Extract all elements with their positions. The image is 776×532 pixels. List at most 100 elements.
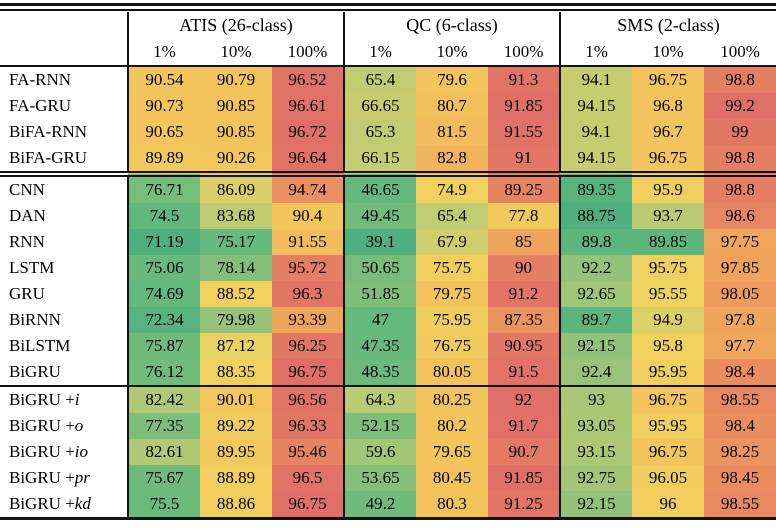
heatmap-cell: 95.46	[272, 439, 345, 465]
heatmap-cell: 88.86	[200, 491, 272, 519]
model-name: BiGRU +io	[0, 439, 128, 465]
heatmap-cell: 47.35	[343, 333, 417, 359]
heatmap-cell: 89.85	[632, 229, 705, 255]
model-name: GRU	[0, 281, 128, 307]
model-name: BiGRU +pr	[0, 465, 128, 491]
heatmap-cell: 77.8	[488, 203, 561, 229]
heatmap-cell: 90.85	[200, 93, 272, 119]
heatmap-cell: 95.75	[632, 255, 705, 281]
model-name: FA-RNN	[0, 66, 128, 93]
table-row: CNN 76.71 86.09 94.74 46.65 74.9 89.25 89.35 95.…	[0, 171, 776, 203]
top-rule-thin	[0, 9, 776, 11]
heatmap-cell: 92.2	[559, 255, 633, 281]
table-row: BiGRU +pr 75.67 88.89 96.5 53.65 80.45 91.85 92…	[0, 465, 776, 491]
heatmap-cell: 67.9	[416, 229, 489, 255]
results-table: ATIS (26-class) QC (6-class) SMS (2-clas…	[0, 12, 776, 520]
heatmap-cell: 65.3	[343, 119, 417, 145]
model-name: RNN	[0, 229, 128, 255]
table-row: BiGRU 76.12 88.35 96.75 48.35 80.05 91.5 92.4 95…	[0, 359, 776, 386]
subheader-sms-100: 100%	[704, 39, 776, 67]
heatmap-cell: 90.01	[200, 385, 272, 413]
heatmap-cell: 76.12	[127, 359, 200, 386]
heatmap-cell: 96.75	[632, 385, 705, 413]
subheader-atis-1: 1%	[127, 39, 200, 67]
subheader-sms-10: 10%	[632, 39, 705, 67]
model-name: LSTM	[0, 255, 128, 281]
heatmap-cell: 91.55	[272, 229, 345, 255]
heatmap-cell: 92.75	[559, 465, 633, 491]
table-row: BiRNN 72.34 79.98 93.39 47 75.95 87.35 89.7 94.9…	[0, 307, 776, 333]
heatmap-cell: 75.87	[127, 333, 200, 359]
model-name: BiFA-GRU	[0, 145, 128, 174]
heatmap-cell: 98.8	[704, 171, 776, 203]
heatmap-cell: 49.45	[343, 203, 417, 229]
table-row: BiGRU +o 77.35 89.22 96.33 52.15 80.2 91.7 93.0…	[0, 413, 776, 439]
table-row: BiGRU +io 82.61 89.95 95.46 59.6 79.65 90.7 93.…	[0, 439, 776, 465]
heatmap-cell: 96.05	[632, 465, 705, 491]
table-row: BiGRU +kd 75.5 88.86 96.75 49.2 80.3 91.25 92.1…	[0, 491, 776, 519]
heatmap-cell: 89.25	[488, 171, 561, 203]
heatmap-cell: 80.25	[416, 385, 489, 413]
heatmap-cell: 87.12	[200, 333, 272, 359]
heatmap-cell: 98.05	[704, 281, 776, 307]
heatmap-cell: 95.95	[632, 413, 705, 439]
heatmap-cell: 96.5	[272, 465, 345, 491]
heatmap-cell: 98.45	[704, 465, 776, 491]
col-group-header-qc: QC (6-class)	[343, 12, 561, 39]
heatmap-cell: 92.4	[559, 359, 633, 386]
heatmap-cell: 93.05	[559, 413, 633, 439]
heatmap-cell: 46.65	[343, 171, 417, 203]
subheader-atis-100: 100%	[272, 39, 345, 67]
heatmap-cell: 91.2	[488, 281, 561, 307]
table-row: FA-GRU 90.73 90.85 96.61 66.65 80.7 91.85 94.15…	[0, 93, 776, 119]
heatmap-cell: 89.95	[200, 439, 272, 465]
heatmap-cell: 92.65	[559, 281, 633, 307]
heatmap-cell: 91.85	[488, 465, 561, 491]
heatmap-cell: 96.72	[272, 119, 345, 145]
table-row: FA-RNN 90.54 90.79 96.52 65.4 79.6 91.3 94.1 96.…	[0, 66, 776, 93]
heatmap-cell: 75.5	[127, 491, 200, 519]
heatmap-cell: 91.3	[488, 66, 561, 93]
heatmap-cell: 91	[488, 145, 561, 174]
model-name: BiGRU +kd	[0, 491, 128, 519]
heatmap-cell: 96.64	[272, 145, 345, 174]
heatmap-cell: 66.15	[343, 145, 417, 174]
heatmap-cell: 79.65	[416, 439, 489, 465]
heatmap-cell: 71.19	[127, 229, 200, 255]
heatmap-cell: 96.75	[272, 491, 345, 519]
heatmap-cell: 97.85	[704, 255, 776, 281]
heatmap-cell: 90.85	[200, 119, 272, 145]
heatmap-cell: 88.35	[200, 359, 272, 386]
heatmap-cell: 89.8	[559, 229, 633, 255]
heatmap-cell: 89.35	[559, 171, 633, 203]
heatmap-cell: 77.35	[127, 413, 200, 439]
heatmap-cell: 51.85	[343, 281, 417, 307]
table-row: BiGRU +i 82.42 90.01 96.56 64.3 80.25 92 93 96.7…	[0, 385, 776, 413]
heatmap-cell: 96.52	[272, 66, 345, 93]
heatmap-cell: 93.39	[272, 307, 345, 333]
table-row: GRU 74.69 88.52 96.3 51.85 79.75 91.2 92.65 95.5…	[0, 281, 776, 307]
heatmap-cell: 93.15	[559, 439, 633, 465]
heatmap-cell: 89.22	[200, 413, 272, 439]
heatmap-cell: 75.75	[416, 255, 489, 281]
heatmap-cell: 65.4	[416, 203, 489, 229]
heatmap-cell: 98.8	[704, 145, 776, 174]
heatmap-cell: 80.3	[416, 491, 489, 519]
table-header: ATIS (26-class) QC (6-class) SMS (2-clas…	[0, 12, 776, 67]
subheader-qc-1: 1%	[343, 39, 417, 67]
heatmap-cell: 95.95	[632, 359, 705, 386]
model-block-fa: FA-RNN 90.54 90.79 96.52 65.4 79.6 91.3 94.1 96.…	[0, 66, 776, 174]
model-name: BiGRU +i	[0, 385, 128, 413]
results-table-figure: ATIS (26-class) QC (6-class) SMS (2-clas…	[0, 3, 776, 520]
model-name: FA-GRU	[0, 93, 128, 119]
col-group-header-atis: ATIS (26-class)	[126, 12, 345, 39]
heatmap-cell: 53.65	[343, 465, 417, 491]
heatmap-cell: 99	[704, 119, 776, 145]
heatmap-cell: 98.6	[704, 203, 776, 229]
heatmap-cell: 90.65	[127, 119, 200, 145]
heatmap-cell: 88.89	[200, 465, 272, 491]
subheader-sms-1: 1%	[559, 39, 633, 67]
heatmap-cell: 94.1	[559, 66, 633, 93]
heatmap-cell: 91.7	[488, 413, 561, 439]
heatmap-cell: 82.61	[127, 439, 200, 465]
